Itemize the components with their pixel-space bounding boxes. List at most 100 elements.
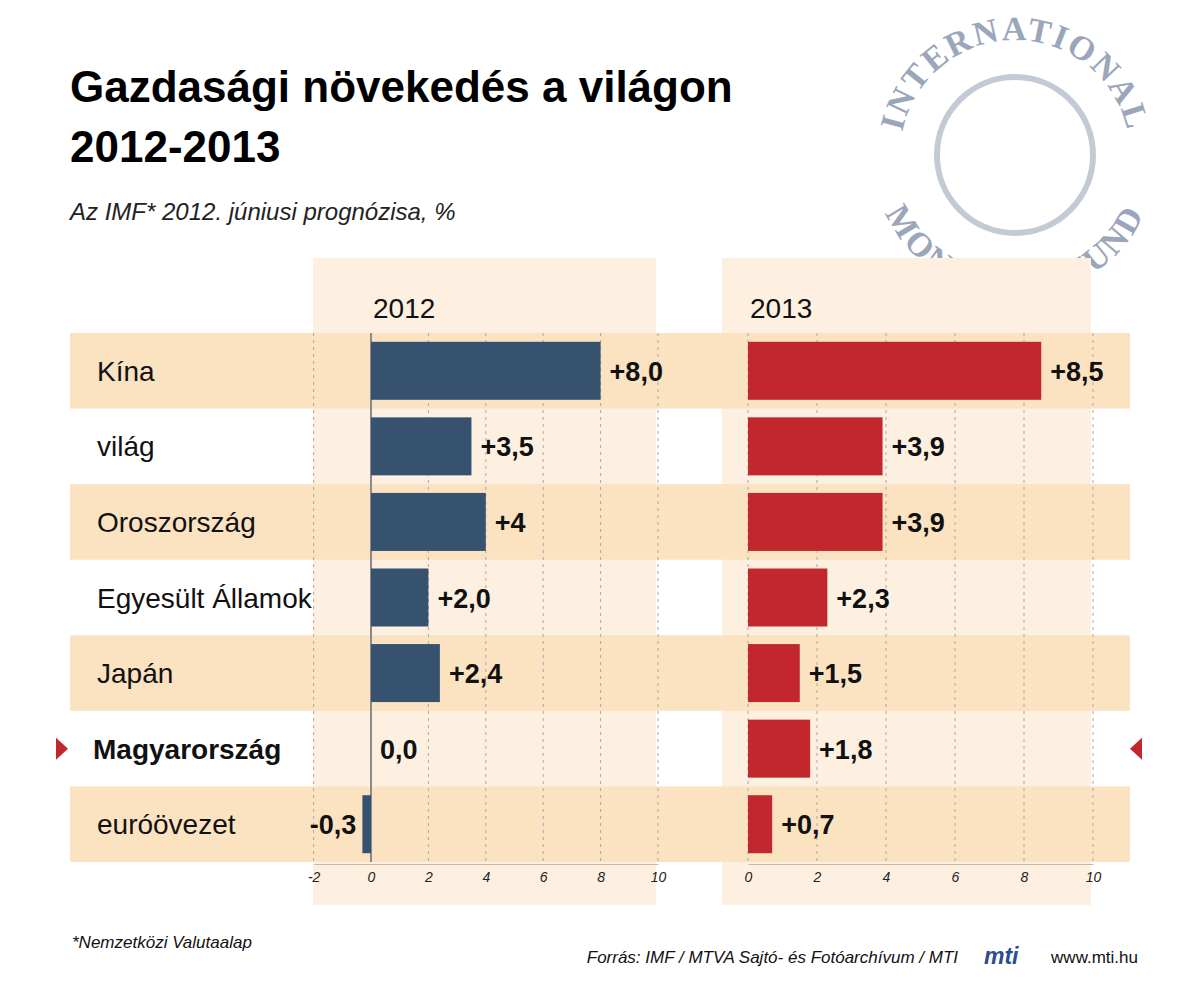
bar — [362, 795, 371, 853]
tick-label: 10 — [651, 869, 667, 885]
data-label: +3,9 — [892, 508, 945, 538]
bar — [371, 644, 440, 702]
data-label: -0,3 — [310, 810, 357, 840]
category-label: Oroszország — [97, 507, 256, 538]
tick: 0 — [368, 869, 376, 885]
grid-line — [955, 333, 956, 862]
data-label: +4 — [495, 508, 526, 538]
data-label: +1,5 — [809, 659, 862, 689]
rows — [70, 333, 1130, 862]
bar — [748, 795, 772, 853]
source: Forrás: IMF / MTVA Sajtó- és Fotóarchívu… — [587, 948, 959, 967]
data-label: +2,4 — [449, 659, 502, 689]
bars — [362, 342, 600, 853]
tick: 8 — [597, 869, 605, 885]
data-label: +3,9 — [892, 432, 945, 462]
tick-label: 2 — [813, 869, 822, 885]
data-label: +0,7 — [781, 810, 834, 840]
bar — [371, 342, 601, 400]
tick-label: 8 — [597, 869, 605, 885]
logo: mti — [984, 943, 1019, 969]
panel: 2012 -2 0 2 4 6 8 10 +8,0 +3,5 +4 +2,0 +2,4 0,0 -0,3 — [308, 293, 667, 885]
row-stripe — [70, 333, 1130, 409]
tick-label: 0 — [745, 869, 753, 885]
category-label: Japán — [97, 658, 173, 689]
tick: 6 — [540, 869, 548, 885]
bar — [748, 342, 1041, 400]
highlight-marker — [56, 738, 68, 760]
panel-title: 2013 — [750, 293, 812, 324]
data-label: 0,0 — [380, 735, 418, 765]
chart: INTERNATIONALMONETARY FUNDGazdasági növe… — [0, 0, 1200, 1000]
grid — [314, 333, 658, 862]
subtitle: Az IMF* 2012. júniusi prognózisa, % — [68, 198, 456, 225]
data-label: +8,5 — [1050, 357, 1103, 387]
row-stripe — [70, 786, 1130, 862]
data-label: +1,8 — [819, 735, 872, 765]
data-label: +2,3 — [836, 584, 889, 614]
category-label: Egyesült Államok — [97, 583, 313, 614]
url: www.mti.hu — [1050, 948, 1138, 967]
row-stripe — [70, 635, 1130, 711]
category-label: euróövezet — [97, 809, 236, 840]
grid-line — [543, 333, 544, 862]
grid-line — [1093, 333, 1094, 862]
tick-label: 2 — [424, 869, 433, 885]
x-axis: -2 0 2 4 6 8 10 — [308, 865, 667, 885]
tick-label: 0 — [368, 869, 376, 885]
axis-line — [749, 864, 1094, 865]
panel: 2013 0 2 4 6 8 10 +8,5 +3,9 +3,9 +2,3 +1,5 +1,8 +0,7 — [745, 293, 1104, 885]
bar — [371, 417, 471, 475]
axis-line — [314, 864, 658, 865]
grid-line — [600, 333, 601, 862]
tick-label: 4 — [482, 869, 490, 885]
tick: 6 — [952, 869, 960, 885]
data-labels: +8,5 +3,9 +3,9 +2,3 +1,5 +1,8 +0,7 — [781, 357, 1103, 840]
bar — [748, 493, 883, 551]
watermark-text-path: INTERNATIONAL — [873, 10, 1157, 134]
title: Gazdasági növekedés a világon — [70, 62, 733, 111]
tick: 2 — [813, 869, 822, 885]
bar — [748, 417, 883, 475]
bar — [371, 493, 486, 551]
tick: 10 — [651, 869, 667, 885]
data-label: +8,0 — [610, 357, 663, 387]
bar — [748, 644, 800, 702]
tick: 0 — [745, 869, 753, 885]
bar — [371, 720, 372, 778]
grid-line — [1024, 333, 1025, 862]
title: 2012-2013 — [70, 122, 280, 171]
bars — [748, 342, 1041, 853]
tick: -2 — [308, 869, 321, 885]
watermark-ring — [937, 77, 1093, 233]
grid-line — [313, 333, 314, 862]
row-stripe — [70, 484, 1130, 560]
category-labels: Kína világ Oroszország Egyesült Államok Japá… — [93, 356, 313, 840]
tick-label: 8 — [1021, 869, 1029, 885]
tick: 8 — [1021, 869, 1029, 885]
highlight-marker — [1130, 738, 1142, 760]
tick: 10 — [1086, 869, 1102, 885]
x-axis: 0 2 4 6 8 10 — [745, 865, 1102, 885]
tick: 4 — [883, 869, 891, 885]
category-label: Kína — [97, 356, 155, 387]
footnote: *Nemzetközi Valutaalap — [72, 933, 252, 952]
tick: 2 — [424, 869, 433, 885]
tick-label: -2 — [308, 869, 321, 885]
grid — [748, 333, 1093, 862]
data-labels: +8,0 +3,5 +4 +2,0 +2,4 0,0 -0,3 — [310, 357, 663, 840]
tick-label: 10 — [1086, 869, 1102, 885]
category-label: világ — [97, 431, 155, 462]
tick-label: 4 — [883, 869, 891, 885]
bar — [748, 569, 827, 627]
tick: 4 — [482, 869, 490, 885]
watermark-text: INTERNATIONAL — [873, 10, 1157, 134]
category-label: Magyarország — [93, 734, 281, 765]
panel-title: 2012 — [373, 293, 435, 324]
bar — [748, 720, 810, 778]
data-label: +3,5 — [480, 432, 533, 462]
grid-line — [658, 333, 659, 862]
tick-label: 6 — [952, 869, 960, 885]
data-label: +2,0 — [437, 584, 490, 614]
bar — [371, 569, 428, 627]
